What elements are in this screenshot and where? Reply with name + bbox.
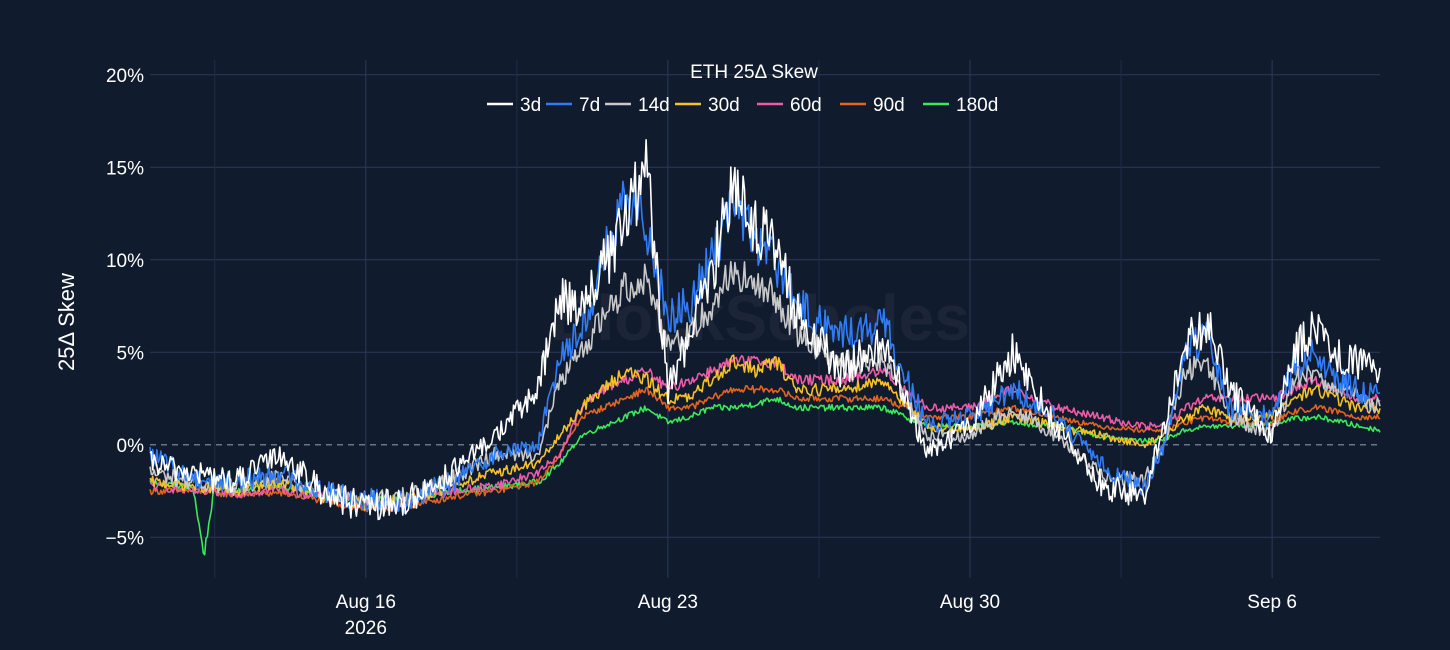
- x-axis: Aug 16 Aug 23 Aug 30 Sep 6 2026: [336, 592, 1297, 639]
- y-axis-label: 25Δ Skew: [54, 273, 79, 371]
- legend-item-30d[interactable]: 30d: [675, 95, 740, 116]
- legend-label: 30d: [708, 95, 740, 116]
- chart-title: ETH 25Δ Skew: [690, 62, 818, 83]
- x-tick-label: Aug 30: [940, 592, 1000, 613]
- legend-label: 60d: [790, 95, 822, 116]
- grid-lines: [150, 60, 1380, 578]
- legend-item-90d[interactable]: 90d: [840, 95, 905, 116]
- x-tick-label: Aug 16: [336, 592, 396, 613]
- x-tick-label: Sep 6: [1247, 592, 1297, 613]
- legend: 3d 7d 14d 30d 60d 90d 180d: [487, 95, 998, 116]
- series-line-3d: [149, 139, 1381, 521]
- x-year-label: 2026: [345, 618, 387, 639]
- legend-label: 180d: [956, 95, 998, 116]
- legend-item-14d[interactable]: 14d: [605, 95, 670, 116]
- legend-label: 90d: [873, 95, 905, 116]
- legend-label: 3d: [520, 95, 541, 116]
- legend-item-180d[interactable]: 180d: [923, 95, 998, 116]
- series-line-180d: [149, 396, 1381, 556]
- x-tick-label: Aug 23: [638, 592, 698, 613]
- legend-label: 7d: [579, 95, 600, 116]
- y-tick-label: −5%: [105, 528, 144, 549]
- y-tick-label: 20%: [106, 66, 144, 87]
- y-tick-label: 10%: [106, 251, 144, 272]
- legend-item-7d[interactable]: 7d: [546, 95, 600, 116]
- y-tick-label: 15%: [106, 158, 144, 179]
- series-line-30d: [149, 354, 1381, 511]
- y-axis: −5% 0% 5% 10% 15% 20%: [105, 66, 145, 549]
- y-tick-label: 0%: [117, 436, 145, 457]
- legend-item-60d[interactable]: 60d: [757, 95, 822, 116]
- legend-item-3d[interactable]: 3d: [487, 95, 541, 116]
- y-tick-label: 5%: [117, 343, 145, 364]
- legend-label: 14d: [638, 95, 670, 116]
- series-line-60d: [150, 354, 1381, 509]
- series-layer: [149, 139, 1381, 556]
